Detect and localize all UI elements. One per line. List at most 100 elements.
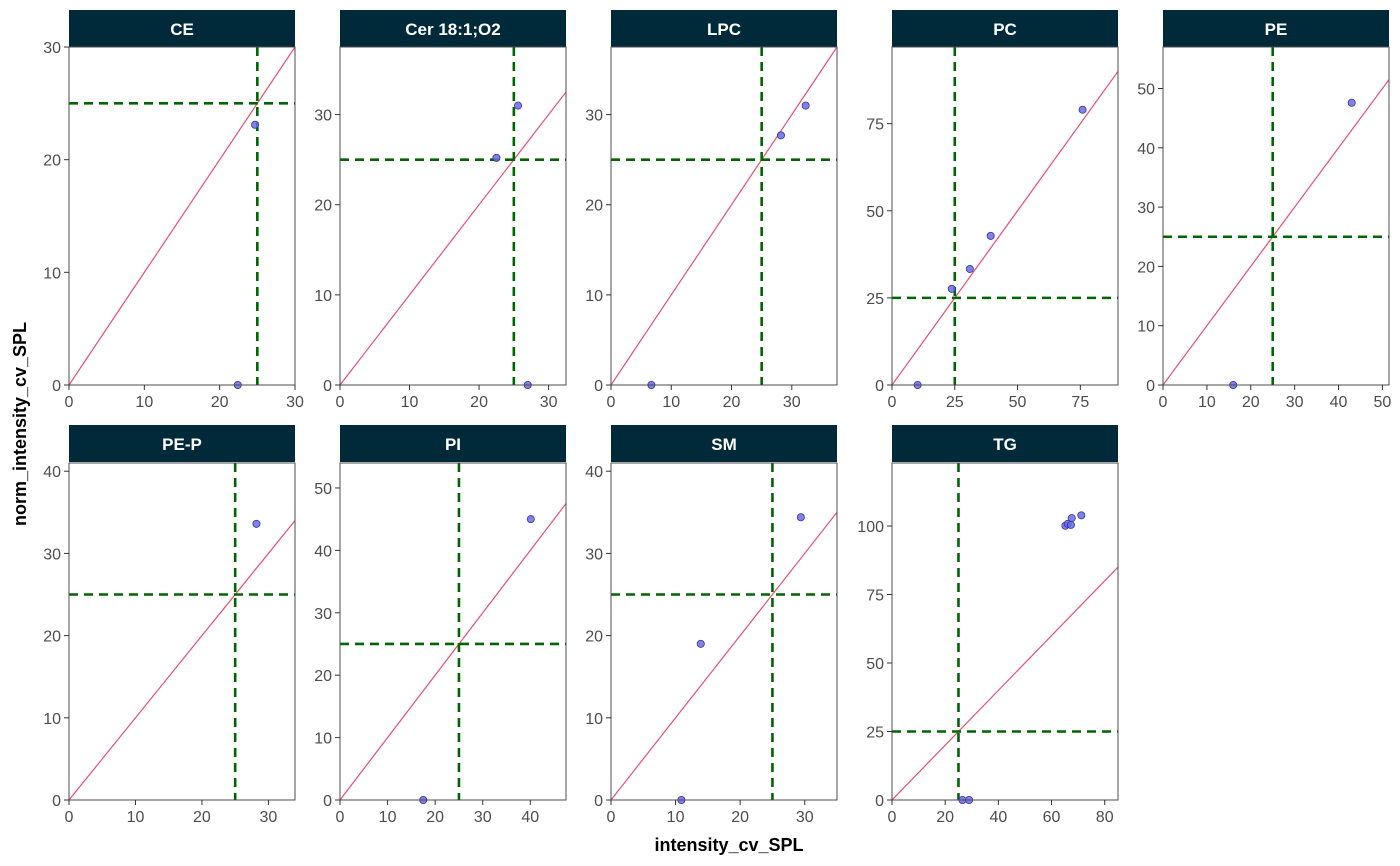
facet-title: LPC [707, 20, 741, 39]
reference-lines [892, 47, 1118, 385]
x-tick-label: 10 [662, 394, 680, 411]
facet-title: Cer 18:1;O2 [405, 20, 500, 39]
x-tick-label: 30 [286, 394, 304, 411]
data-point [947, 284, 956, 293]
x-tick-label: 0 [888, 394, 897, 411]
x-tick-label: 20 [1242, 394, 1260, 411]
reference-lines [611, 47, 837, 385]
x-tick-label: 50 [1374, 394, 1392, 411]
y-tick-label: 0 [52, 378, 61, 395]
x-tick-label: 25 [946, 394, 964, 411]
identity-line [892, 70, 1118, 385]
y-tick-label: 20 [314, 198, 332, 215]
facet-strip [892, 425, 1118, 462]
identity-line [340, 502, 566, 800]
reference-lines [69, 47, 295, 385]
facet-title: CE [170, 20, 194, 39]
x-tick-label: 20 [426, 809, 444, 826]
panel-border [891, 46, 1119, 386]
x-tick-label: 20 [211, 394, 229, 411]
y-tick-label: 30 [43, 546, 61, 563]
y-tick-label: 10 [314, 731, 332, 748]
data-point [965, 264, 974, 273]
y-tick-label: 30 [43, 40, 61, 57]
y-tick-label: 10 [585, 288, 603, 305]
y-tick-label: 50 [1137, 82, 1155, 99]
y-tick-label: 25 [866, 725, 884, 742]
identity-line [340, 91, 566, 385]
x-axis-title: intensity_cv_SPL [654, 835, 803, 855]
panel-border [610, 462, 838, 801]
y-tick-label: 0 [323, 378, 332, 395]
x-tick-label: 0 [1159, 394, 1168, 411]
y-tick-label: 0 [594, 378, 603, 395]
y-axis-title: norm_intensity_cv_SPL [10, 322, 30, 526]
y-tick-label: 0 [52, 793, 61, 810]
data-point [492, 153, 501, 162]
facet-strip [69, 425, 295, 462]
y-tick-label: 0 [1146, 378, 1155, 395]
facet-strip [611, 10, 837, 47]
data-point [1067, 514, 1076, 523]
y-tick-label: 10 [1137, 319, 1155, 336]
y-tick-label: 20 [43, 629, 61, 646]
y-tick-label: 30 [585, 108, 603, 125]
y-tick-label: 50 [866, 204, 884, 221]
reference-lines [611, 463, 837, 800]
y-tick-label: 10 [43, 265, 61, 282]
facet-panels: CE 0 10 20 30 0 10 20 30 Cer 18:1;O2 0 10 20 30 0 10 20 3… [43, 10, 1392, 826]
x-tick-label: 10 [135, 394, 153, 411]
y-tick-label: 20 [585, 198, 603, 215]
x-tick-label: 30 [783, 394, 801, 411]
facet-panel: LPC 0 10 20 30 0 10 20 30 [585, 10, 838, 411]
x-tick-label: 20 [193, 809, 211, 826]
data-point [1077, 511, 1086, 520]
facet-title: PE-P [162, 435, 202, 454]
y-tick-label: 10 [585, 711, 603, 728]
y-tick-label: 100 [857, 519, 884, 536]
facet-panel: SM 0 10 20 30 0 10 20 30 40 [585, 425, 838, 826]
x-tick-label: 0 [336, 809, 345, 826]
panel-border [1162, 46, 1390, 386]
identity-line [892, 566, 1118, 800]
y-tick-label: 20 [585, 629, 603, 646]
y-tick-label: 0 [323, 793, 332, 810]
data-point [514, 101, 523, 110]
identity-line [611, 47, 837, 385]
y-tick-label: 50 [314, 481, 332, 498]
x-tick-label: 20 [731, 809, 749, 826]
reference-lines [69, 463, 295, 800]
data-point [1066, 520, 1075, 529]
x-tick-label: 40 [521, 809, 539, 826]
data-point [252, 519, 261, 528]
x-tick-label: 30 [540, 394, 558, 411]
data-point [986, 231, 995, 240]
y-tick-label: 75 [866, 117, 884, 134]
x-tick-label: 0 [888, 809, 897, 826]
x-tick-label: 30 [1286, 394, 1304, 411]
facet-title: SM [711, 435, 737, 454]
x-tick-label: 50 [1009, 394, 1027, 411]
y-tick-label: 75 [866, 588, 884, 605]
x-tick-label: 20 [936, 809, 954, 826]
data-point [776, 131, 785, 140]
y-tick-label: 0 [875, 378, 884, 395]
identity-line [69, 519, 295, 800]
reference-lines [1163, 47, 1389, 385]
x-tick-label: 40 [989, 809, 1007, 826]
x-tick-label: 10 [127, 809, 145, 826]
y-tick-label: 0 [594, 793, 603, 810]
data-point [796, 513, 805, 522]
x-tick-label: 75 [1071, 394, 1089, 411]
facet-panel: PE 0 10 20 30 40 50 0 10 20 30 40 50 [1137, 10, 1392, 411]
panel-border [610, 46, 838, 386]
reference-lines [892, 463, 1118, 800]
panel-border [891, 462, 1119, 801]
y-tick-label: 30 [1137, 200, 1155, 217]
y-tick-label: 20 [314, 668, 332, 685]
data-point [801, 101, 810, 110]
x-tick-label: 10 [379, 809, 397, 826]
panel-border [339, 46, 567, 386]
panel-border [68, 46, 296, 386]
